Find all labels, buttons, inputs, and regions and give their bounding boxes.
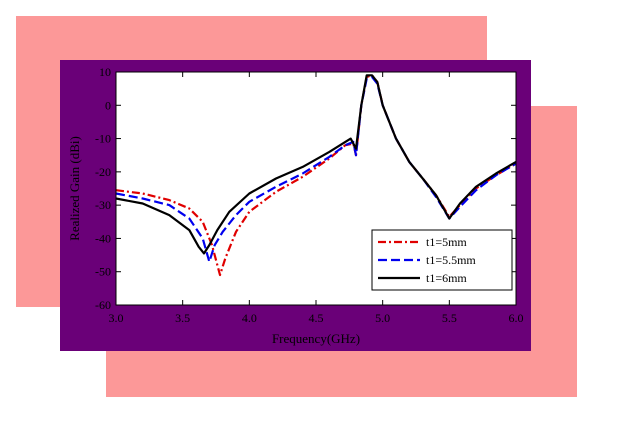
x-tick-label: 5.5 <box>442 311 457 325</box>
y-tick-label: 10 <box>99 65 111 79</box>
x-tick-label: 6.0 <box>509 311 524 325</box>
legend-label-1: t1=5mm <box>426 235 467 249</box>
y-tick-label: -10 <box>95 132 111 146</box>
x-tick-label: 3.0 <box>109 311 124 325</box>
x-tick-label: 5.0 <box>375 311 390 325</box>
legend-label-3: t1=6mm <box>426 271 467 285</box>
x-tick-label: 4.0 <box>242 311 257 325</box>
y-tick-label: -20 <box>95 165 111 179</box>
y-tick-label: -30 <box>95 198 111 212</box>
x-tick-label: 3.5 <box>175 311 190 325</box>
y-axis-label: Realized Gain (dBi) <box>67 136 82 241</box>
series-line-2 <box>115 75 517 263</box>
y-tick-label: -50 <box>95 265 111 279</box>
x-axis-label: Frequency(GHz) <box>272 331 360 346</box>
y-tick-label: -40 <box>95 231 111 245</box>
legend: t1=5mm t1=5.5mm t1=6mm <box>371 229 513 291</box>
y-tick-label: -60 <box>95 298 111 312</box>
legend-label-2: t1=5.5mm <box>426 253 476 267</box>
y-tick-label: 0 <box>105 98 111 112</box>
series-layer <box>115 74 517 277</box>
ticks-layer: 3.0 3.5 4.0 4.5 5.0 5.5 6.0 -60 -50 -40 -30 -20 -10 0… <box>95 65 524 325</box>
series-line-3 <box>115 74 517 255</box>
x-tick-label: 4.5 <box>309 311 324 325</box>
